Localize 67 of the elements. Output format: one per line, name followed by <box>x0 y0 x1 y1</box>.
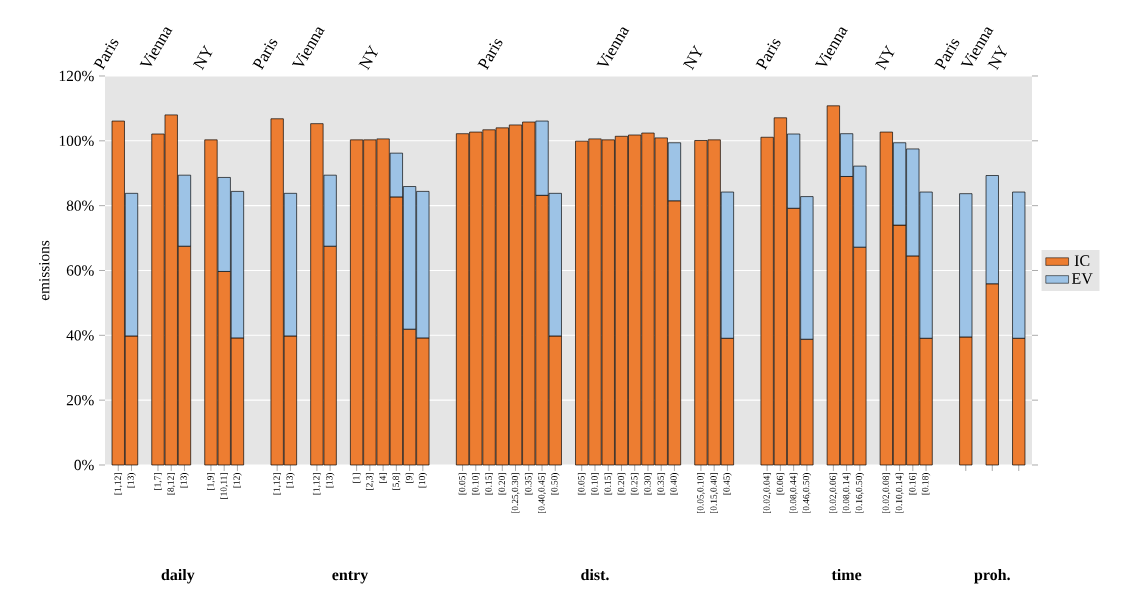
x-tick-label: [8,12] <box>167 473 176 495</box>
x-tick-label: [0.16,0.50) <box>855 473 865 514</box>
text: NY <box>192 44 213 71</box>
text: time <box>831 568 862 581</box>
text: entry <box>332 570 369 584</box>
x-tick-label: [1,7] <box>154 473 162 490</box>
x-tick-label: [0.08,0.44] <box>789 473 798 514</box>
text: proh. <box>974 568 1010 584</box>
x-tick-label: [13) <box>286 473 295 488</box>
y-tick-label: 0% <box>74 459 94 471</box>
x-tick-label: [13) <box>127 473 136 488</box>
x-tick-label: [0.05] <box>577 473 586 495</box>
x-tick-label: [1,12] <box>114 473 123 495</box>
x-tick-label: [12) <box>233 473 242 488</box>
text: NY <box>874 44 895 71</box>
x-tick-label: [0.10] <box>471 473 480 495</box>
x-tick-label: [0.30] <box>644 473 652 495</box>
x-tick-label: [0.45) <box>723 473 732 495</box>
x-tick-label: [13) <box>325 473 335 488</box>
x-tick-label: [4] <box>379 473 387 483</box>
x-tick-label: [0.18) <box>921 473 931 495</box>
x-tick-label: [0.20] <box>617 473 626 495</box>
x-tick-label: [0.02,0.08] <box>882 473 891 514</box>
text: daily <box>161 568 195 584</box>
x-tick-label: [1,9] <box>207 473 215 490</box>
x-tick-label: [9] <box>405 473 414 483</box>
x-tick-label: [0.46,0.50) <box>802 473 812 514</box>
text: NY <box>358 44 379 71</box>
x-tick-label: [0.08,0.14] <box>842 473 851 514</box>
legend-label: EV <box>1071 273 1093 284</box>
x-tick-label: [0.05,0.10] <box>696 473 705 514</box>
y-tick-label: 120% <box>59 70 94 82</box>
x-tick-label: [0.16] <box>908 473 917 495</box>
text: dist. <box>581 568 609 581</box>
x-tick-label: [0.15] <box>604 473 613 495</box>
x-tick-label: [1] <box>352 473 361 483</box>
x-tick-label: [0.02,0.06] <box>829 473 838 514</box>
x-tick-label: [5,8] <box>392 473 401 490</box>
x-tick-label: [0.50) <box>551 473 560 495</box>
legend-label: IC <box>1074 255 1090 267</box>
x-tick-label: [0.05] <box>458 473 467 495</box>
x-tick-label: [0.15] <box>485 473 493 495</box>
x-tick-label: [1,12] <box>312 473 321 495</box>
text: NY <box>682 44 703 71</box>
x-tick-label: [0.35] <box>524 473 533 495</box>
y-tick-label: 100% <box>59 135 94 147</box>
x-tick-label: [10,11] <box>220 473 229 499</box>
x-tick-label: [2,3] <box>365 473 374 490</box>
y-tick-label: 60% <box>66 265 94 276</box>
x-tick-label: [0.06] <box>776 473 785 495</box>
x-tick-label: [0.10,0.14] <box>895 473 904 514</box>
x-tick-label: [0.10] <box>591 473 599 495</box>
x-tick-label: [0.35] <box>657 473 666 495</box>
y-axis-title: emissions <box>39 240 50 301</box>
x-tick-label: [0.20] <box>498 473 507 495</box>
x-tick-label: [0.25] <box>630 473 639 495</box>
x-tick-label: [0.02,0.04] <box>763 473 772 514</box>
y-tick-label: 20% <box>66 394 94 406</box>
x-tick-label: [1,12] <box>273 473 282 495</box>
x-tick-label: [10) <box>418 473 428 488</box>
y-tick-label: 40% <box>66 330 94 341</box>
x-tick-label: [13) <box>180 473 189 488</box>
x-tick-label: [0.25,0.30] <box>511 473 520 514</box>
y-tick-label: 80% <box>66 200 94 211</box>
x-tick-label: [0.40,0.45] <box>538 473 546 514</box>
x-tick-label: [0.40) <box>670 473 679 495</box>
x-tick-label: [0.15,0.40] <box>710 473 719 514</box>
